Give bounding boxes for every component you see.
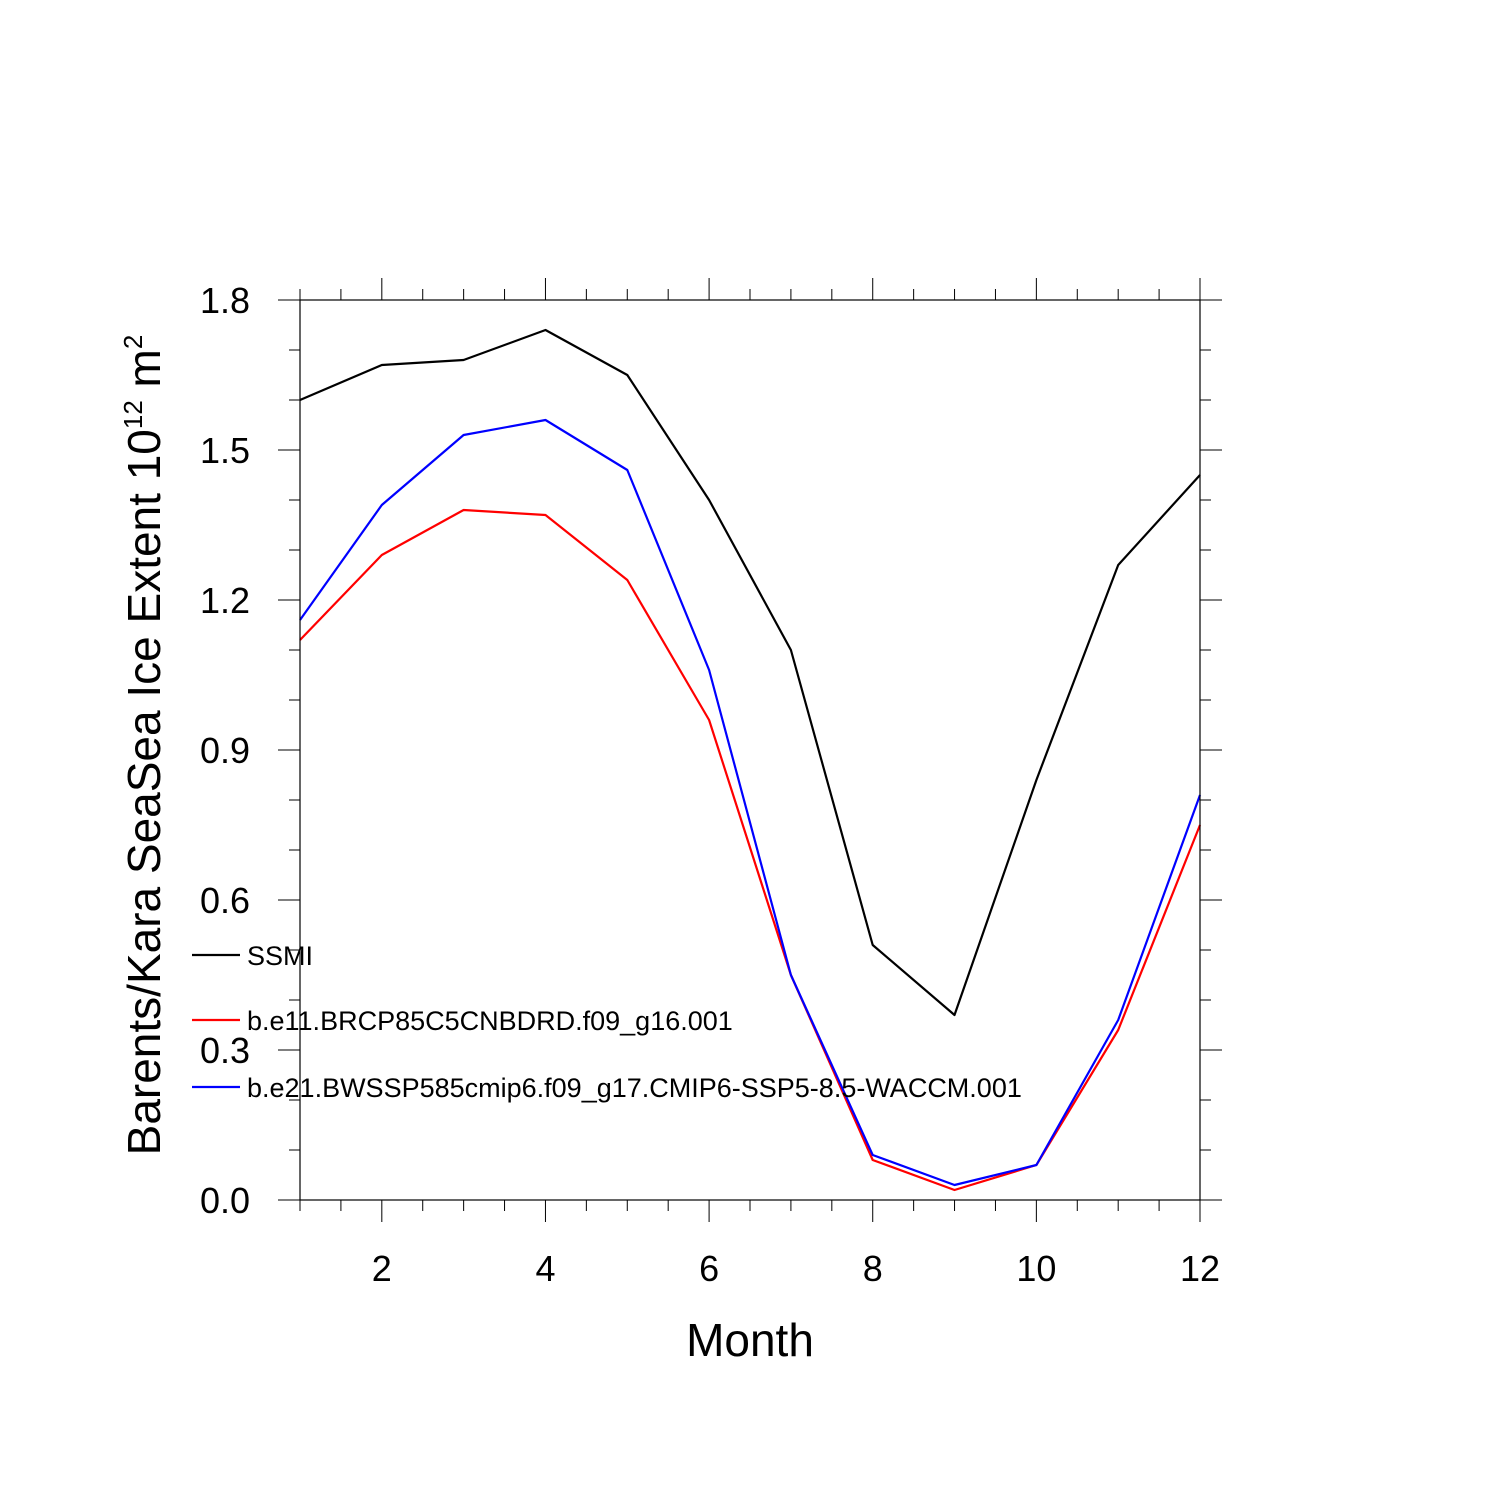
x-tick-label: 6 bbox=[699, 1248, 719, 1289]
series-lines bbox=[299, 328, 1202, 1192]
x-tick-label: 8 bbox=[863, 1248, 883, 1289]
x-tick-label: 12 bbox=[1180, 1248, 1220, 1289]
y-axis-title: Barents/Kara SeaSea Ice Extent 1012 m2 bbox=[118, 335, 170, 1156]
y-axis-title-main: Barents/Kara SeaSea Ice Extent 10 bbox=[118, 429, 170, 1155]
x-tick-label: 10 bbox=[1016, 1248, 1056, 1289]
y-axis-title-unit: m bbox=[118, 349, 170, 400]
y-tick-labels: 0.0 0.3 0.6 0.9 1.2 1.5 1.8 bbox=[200, 280, 250, 1221]
y-tick-label: 1.5 bbox=[200, 430, 250, 471]
y-axis-title-exponent: 12 bbox=[118, 400, 148, 429]
legend: SSMI b.e11.BRCP85C5CNBDRD.f09_g16.001 b.e2… bbox=[192, 941, 1022, 1103]
x-axis-title: Month bbox=[686, 1314, 814, 1366]
axis-ticks bbox=[278, 278, 1222, 1222]
series-line-3 bbox=[299, 418, 1202, 1187]
x-tick-label: 4 bbox=[535, 1248, 555, 1289]
y-tick-label: 0.3 bbox=[200, 1030, 250, 1071]
x-tick-label: 2 bbox=[372, 1248, 392, 1289]
legend-label-1: SSMI bbox=[247, 941, 313, 971]
legend-label-3: b.e21.BWSSP585cmip6.f09_g17.CMIP6-SSP5-8… bbox=[247, 1073, 1022, 1103]
y-tick-label: 0.0 bbox=[200, 1180, 250, 1221]
y-axis-title-unit-exponent: 2 bbox=[118, 335, 148, 349]
y-tick-label: 0.9 bbox=[200, 730, 250, 771]
x-tick-labels: 2 4 6 8 10 12 bbox=[372, 1248, 1220, 1289]
y-tick-label: 1.2 bbox=[200, 580, 250, 621]
plot-frame bbox=[299, 299, 1201, 1201]
legend-label-2: b.e11.BRCP85C5CNBDRD.f09_g16.001 bbox=[247, 1006, 733, 1036]
series-line-1 bbox=[299, 328, 1201, 1017]
y-tick-label: 0.6 bbox=[200, 880, 250, 921]
y-tick-label: 1.8 bbox=[200, 280, 250, 321]
